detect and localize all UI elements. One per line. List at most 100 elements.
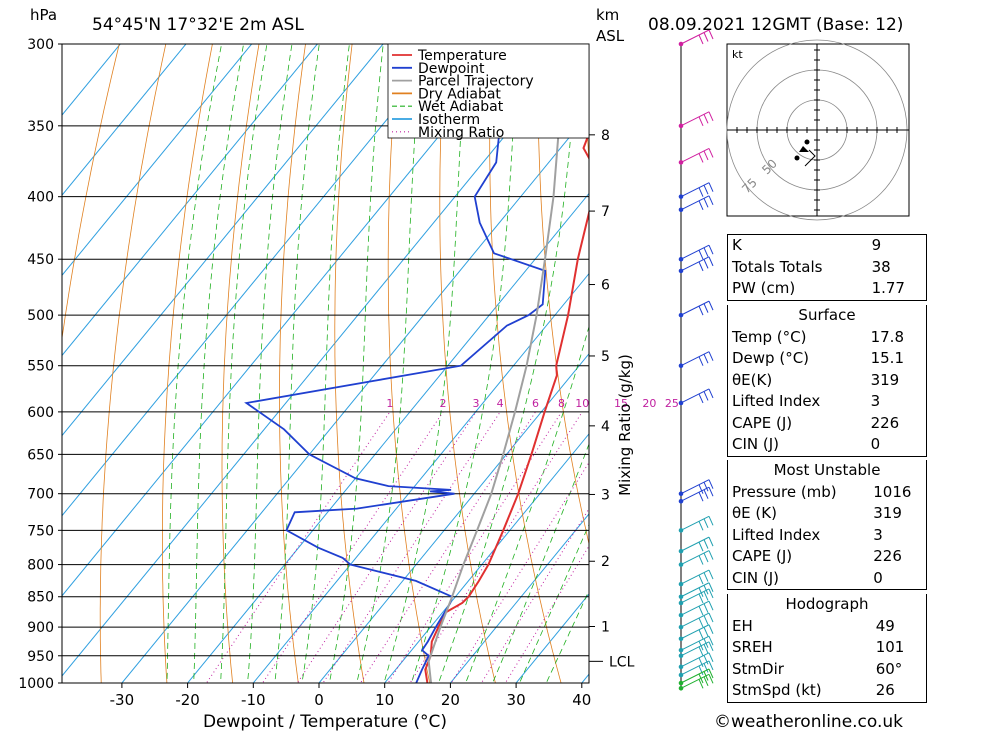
hodo-value: 60°: [875, 659, 903, 678]
wind-barb-feather: [703, 247, 709, 257]
table-row: Temp (°C) 17.8: [728, 327, 927, 349]
surface-value: 226: [870, 413, 900, 432]
mixing-ratio-line: [409, 411, 583, 683]
surface-value: 3: [870, 392, 881, 410]
wind-level-dot: [678, 400, 684, 406]
wind-barb-staff: [680, 256, 710, 272]
table-row: CIN (J) 0: [728, 568, 927, 590]
wind-barb-feather: [698, 305, 704, 316]
table-row: CAPE (J) 226: [728, 546, 927, 568]
hodo-value: 49: [875, 616, 895, 635]
wind-barb-feather: [703, 591, 709, 601]
wind-barb-feather: [703, 627, 709, 637]
hodo-value: 101: [875, 638, 905, 656]
wind-barb-feather: [708, 300, 714, 311]
mu-value: 319: [873, 504, 902, 522]
table-row: StmSpd (kt) 26: [728, 680, 927, 702]
datetime-title: 08.09.2021 12GMT (Base: 12): [648, 15, 903, 35]
wind-barb-feather: [698, 605, 704, 616]
index-value: 9: [871, 236, 882, 254]
wind-barb-feather: [698, 261, 704, 272]
lcl-label: LCL: [609, 654, 635, 670]
wind-barb-feather: [708, 624, 714, 634]
isotherm-line: [186, 192, 589, 683]
wind-barb-feather: [708, 660, 714, 671]
wind-barb-feather: [708, 388, 714, 399]
wind-barb-staff: [680, 195, 710, 211]
table-row: CIN (J) 0: [728, 434, 927, 456]
hodograph-trace: [804, 149, 816, 167]
dry-adiabat-line: [279, 44, 306, 683]
isotherm-line: [62, 44, 187, 196]
wind-barb-staff: [680, 600, 710, 616]
hodo-label: SREH: [732, 638, 773, 656]
table-row: θE(K) 319: [728, 370, 927, 392]
surface-value: 17.8: [870, 327, 904, 346]
pressure-tick-label: 800: [27, 558, 54, 574]
dewpoint-line: [244, 44, 547, 683]
wind-barb-feather: [703, 644, 709, 654]
wind-barb-feather: [703, 615, 709, 625]
km-tick-label: 7: [601, 204, 610, 220]
wind-barb-staff: [680, 536, 710, 552]
wind-barb-feather: [703, 489, 709, 499]
wind-barb-feather: [703, 676, 709, 686]
wind-level-dot: [678, 491, 684, 496]
wind-barb-staff: [680, 582, 710, 598]
wind-barb-staff: [680, 244, 710, 260]
surface-label: Dewp (°C): [732, 349, 810, 367]
wind-barb-feather: [708, 111, 714, 122]
mixing-ratio-tick-label: 8: [558, 397, 565, 410]
hodograph-unit-label: kt: [732, 48, 743, 61]
wind-barb-feather: [708, 351, 714, 361]
temperature-tick-label: -30: [110, 691, 135, 709]
legend-entry-label: Temperature: [417, 48, 507, 64]
wind-barb-feather: [708, 536, 714, 547]
mu-value: 226: [873, 547, 902, 565]
wind-barb-feather: [708, 244, 714, 255]
pressure-tick-label: 300: [27, 37, 54, 53]
wind-barb-staff: [680, 388, 710, 404]
wind-barb-feather: [703, 198, 709, 208]
surface-label: Lifted Index: [732, 392, 821, 410]
table-row: Lifted Index 3: [728, 391, 927, 413]
km-tick-label: 5: [601, 349, 610, 365]
wind-barb-feather: [708, 652, 714, 663]
wind-barb-feather: [708, 674, 714, 684]
wind-barb-feather: [703, 150, 709, 161]
wind-barb-feather: [698, 356, 704, 366]
wet-adiabat-line: [301, 44, 350, 683]
wind-barb-staff: [680, 624, 710, 640]
wind-barb-feather: [708, 487, 714, 497]
hodo-label: EH: [732, 616, 753, 635]
wind-barb-staff: [680, 668, 710, 684]
wind-barb-feather: [708, 195, 714, 205]
wind-barb-feather: [708, 29, 714, 40]
pressure-tick-label: 900: [27, 620, 54, 636]
mixing-ratio-tick-label: 4: [497, 397, 504, 410]
location-title: 54°45'N 17°32'E 2m ASL: [92, 15, 304, 35]
wet-adiabat-line: [193, 44, 245, 683]
mixing-ratio-line: [387, 411, 562, 683]
wind-barb-feather: [703, 353, 709, 364]
wind-barb-feather: [703, 539, 709, 549]
index-label: K: [732, 236, 742, 254]
wind-barb-staff: [680, 569, 710, 585]
surface-title: Surface: [798, 306, 856, 324]
wind-barb-staff: [680, 300, 710, 316]
mixing-ratio-line: [296, 411, 477, 683]
legend-entry-label: Isotherm: [418, 112, 480, 128]
legend-entry-label: Wet Adiabat: [418, 99, 504, 115]
table-row: StmDir 60°: [728, 659, 927, 681]
temperature-tick-label: -10: [241, 691, 266, 709]
wind-barb-feather: [708, 588, 714, 599]
mu-label: CAPE (J): [732, 547, 793, 565]
wind-barb-feather: [698, 555, 704, 565]
wind-barb-staff: [680, 111, 710, 127]
km-unit-label: km: [596, 6, 619, 24]
wind-barbs: [678, 29, 714, 691]
wind-barb-staff: [680, 673, 710, 689]
pressure-tick-label: 950: [27, 649, 54, 665]
wind-barb-feather: [698, 617, 704, 628]
